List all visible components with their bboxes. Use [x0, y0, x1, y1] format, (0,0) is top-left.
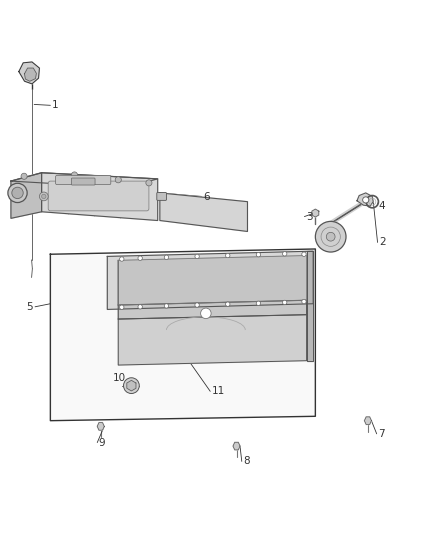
Polygon shape: [233, 442, 240, 450]
Circle shape: [12, 187, 23, 199]
Circle shape: [201, 308, 211, 319]
Polygon shape: [118, 314, 307, 365]
Circle shape: [146, 180, 152, 186]
Circle shape: [302, 300, 306, 304]
Circle shape: [124, 378, 139, 393]
Text: 4: 4: [379, 201, 385, 211]
FancyBboxPatch shape: [157, 192, 166, 200]
Polygon shape: [307, 251, 313, 361]
Polygon shape: [42, 173, 158, 221]
Polygon shape: [11, 173, 42, 219]
Circle shape: [39, 192, 48, 201]
Polygon shape: [312, 209, 319, 217]
Text: 8: 8: [243, 456, 250, 466]
Circle shape: [164, 304, 169, 308]
Polygon shape: [118, 260, 307, 319]
Circle shape: [195, 254, 199, 259]
Polygon shape: [97, 423, 104, 430]
Circle shape: [363, 197, 369, 203]
Text: 1: 1: [52, 100, 58, 110]
Polygon shape: [11, 173, 158, 188]
Circle shape: [302, 252, 306, 256]
Text: 5: 5: [26, 302, 33, 312]
Circle shape: [283, 252, 287, 256]
Polygon shape: [127, 381, 136, 391]
Circle shape: [195, 303, 199, 307]
Polygon shape: [107, 251, 313, 310]
Circle shape: [226, 302, 230, 306]
Text: 10: 10: [113, 373, 126, 383]
Text: 9: 9: [99, 438, 105, 448]
Polygon shape: [50, 249, 315, 421]
FancyBboxPatch shape: [56, 175, 111, 184]
Circle shape: [138, 304, 142, 309]
Circle shape: [138, 256, 142, 260]
Circle shape: [226, 253, 230, 258]
Polygon shape: [357, 193, 373, 206]
Circle shape: [164, 255, 169, 260]
Circle shape: [21, 173, 27, 179]
Text: 7: 7: [378, 429, 385, 439]
Text: 6: 6: [203, 192, 209, 203]
FancyBboxPatch shape: [48, 181, 149, 211]
Circle shape: [120, 257, 124, 261]
Polygon shape: [118, 255, 307, 305]
Circle shape: [120, 305, 124, 310]
Polygon shape: [160, 193, 247, 231]
Polygon shape: [25, 68, 36, 81]
Text: 2: 2: [379, 237, 385, 247]
Text: 3: 3: [306, 213, 312, 222]
Circle shape: [42, 194, 46, 199]
FancyBboxPatch shape: [71, 178, 95, 185]
Circle shape: [283, 300, 287, 304]
Polygon shape: [364, 417, 371, 424]
Polygon shape: [19, 62, 39, 84]
Circle shape: [115, 177, 121, 183]
Circle shape: [71, 172, 78, 178]
Circle shape: [8, 183, 27, 203]
Circle shape: [256, 253, 261, 257]
Text: 11: 11: [212, 386, 225, 397]
Circle shape: [326, 232, 335, 241]
Circle shape: [256, 301, 261, 305]
Circle shape: [315, 221, 346, 252]
